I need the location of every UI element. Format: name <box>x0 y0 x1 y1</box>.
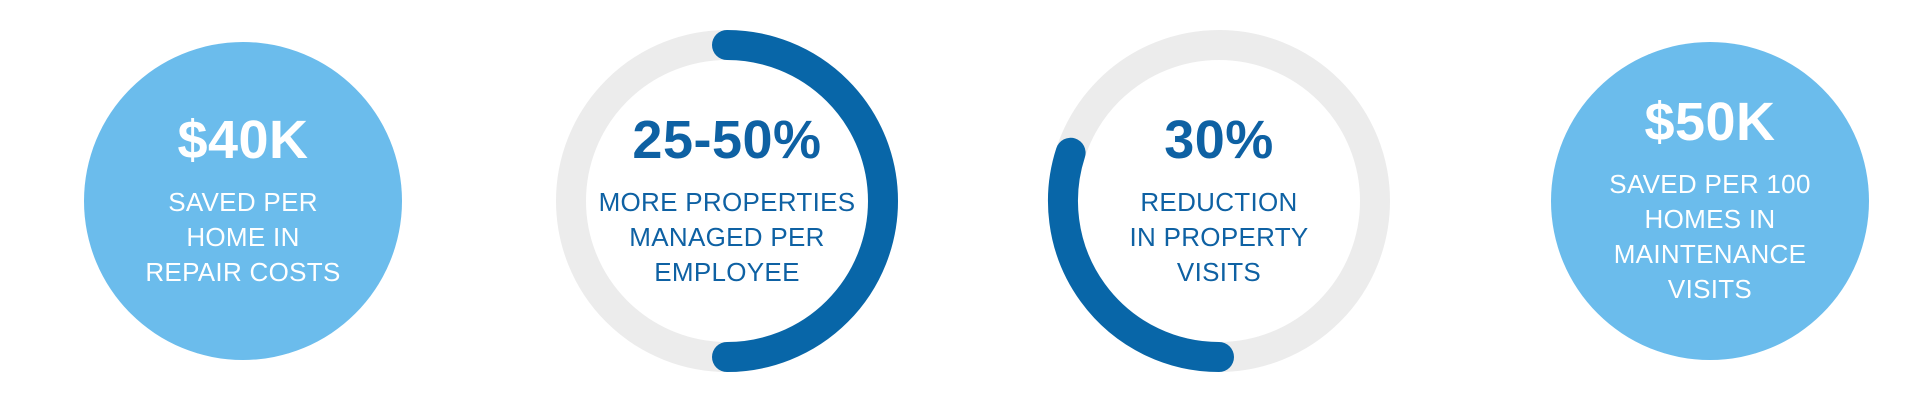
stat-value: $40K <box>177 109 309 170</box>
stat-value: 30% <box>1164 109 1274 170</box>
stat-content: $50K SAVED PER 100 HOMES IN MAINTENANCE … <box>1533 24 1887 378</box>
stat-caption: MORE PROPERTIES MANAGED PER EMPLOYEE <box>598 186 856 287</box>
ring-progress-arc <box>712 30 898 372</box>
ring-progress-arc <box>1047 137 1234 372</box>
stat-properties-managed: 25-50% MORE PROPERTIES MANAGED PER EMPLO… <box>550 24 904 378</box>
progress-ring <box>556 30 898 372</box>
stat-circle <box>84 42 402 360</box>
progress-ring <box>1047 30 1390 372</box>
stat-content: 25-50% MORE PROPERTIES MANAGED PER EMPLO… <box>550 24 904 378</box>
stat-repair-savings: $40K SAVED PER HOME IN REPAIR COSTS <box>66 24 420 378</box>
stat-visit-reduction: 30% REDUCTION IN PROPERTY VISITS <box>1042 24 1396 378</box>
stat-circle <box>1551 42 1869 360</box>
stat-caption: SAVED PER 100 HOMES IN MAINTENANCE VISIT… <box>1609 169 1811 304</box>
stat-maintenance-savings: $50K SAVED PER 100 HOMES IN MAINTENANCE … <box>1533 24 1887 378</box>
stat-value: $50K <box>1644 92 1776 152</box>
stat-caption: REDUCTION IN PROPERTY VISITS <box>1129 186 1309 287</box>
stat-value: 25-50% <box>632 109 822 170</box>
stat-content: 30% REDUCTION IN PROPERTY VISITS <box>1042 24 1396 378</box>
stat-content: $40K SAVED PER HOME IN REPAIR COSTS <box>66 24 420 378</box>
stat-caption: SAVED PER HOME IN REPAIR COSTS <box>145 186 341 287</box>
